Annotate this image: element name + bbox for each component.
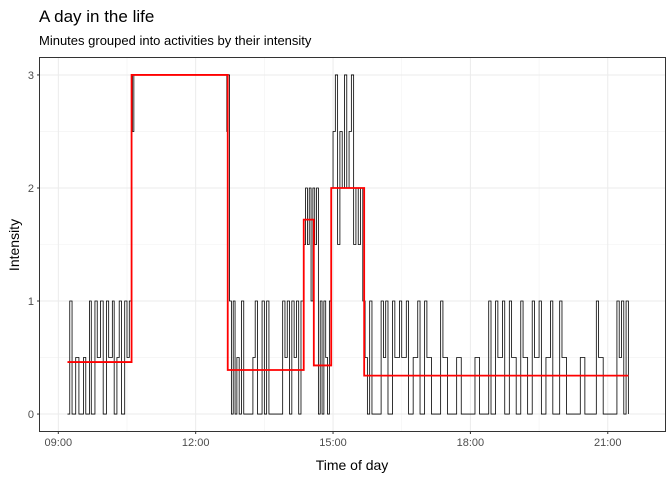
y-axis: 0 1 2 3 [28, 70, 40, 421]
y-axis-label: Intensity [6, 219, 22, 271]
x-axis: 09:00 12:00 15:00 18:00 21:00 [45, 431, 622, 449]
x-tick-label: 18:00 [457, 437, 485, 449]
x-tick-label: 12:00 [182, 437, 210, 449]
y-tick-label: 0 [28, 409, 34, 421]
x-axis-label: Time of day [316, 457, 389, 473]
activity-average-series [67, 74, 629, 377]
chart-title: A day in the life [39, 7, 155, 26]
x-tick-label: 09:00 [45, 437, 73, 449]
minute-intensity-series [67, 74, 629, 415]
plot-border [39, 57, 666, 432]
y-tick-label: 1 [28, 296, 34, 308]
minute-intensity-line [67, 74, 629, 415]
chart-subtitle: Minutes grouped into activities by their… [39, 33, 312, 48]
y-tick-label: 2 [28, 183, 34, 195]
activity-average-line [67, 74, 629, 377]
y-tick-label: 3 [28, 70, 34, 82]
x-tick-label: 21:00 [594, 437, 622, 449]
x-tick-label: 15:00 [319, 437, 347, 449]
